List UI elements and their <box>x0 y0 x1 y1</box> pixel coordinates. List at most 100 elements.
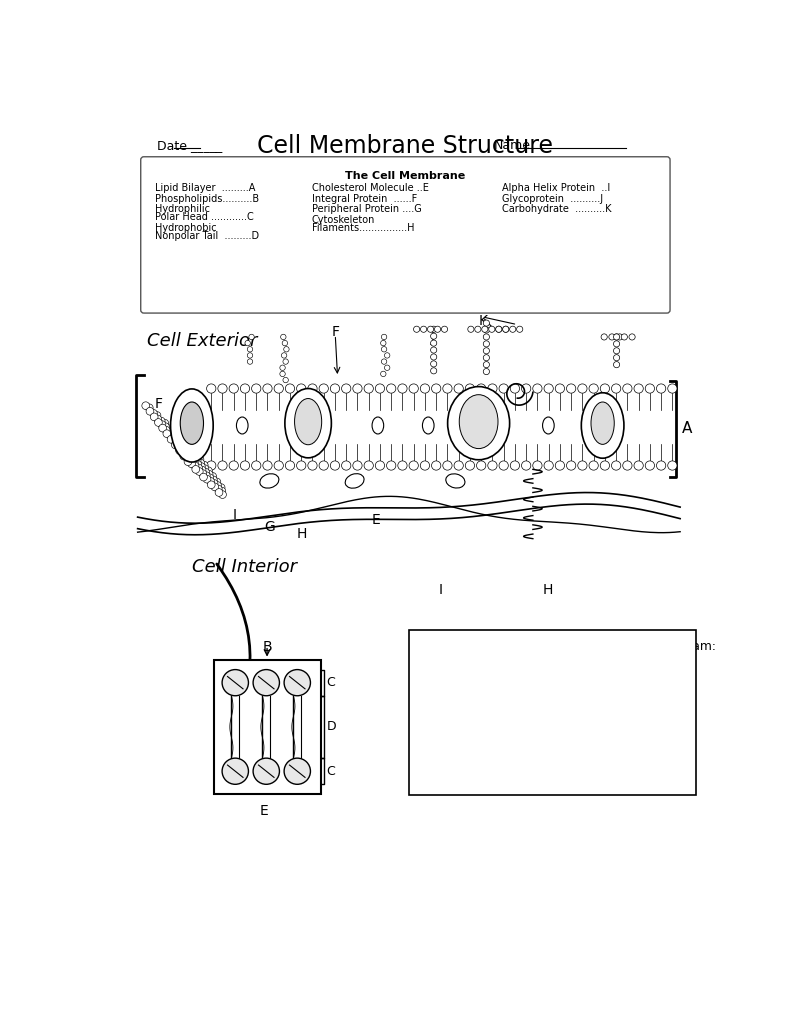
Circle shape <box>274 461 283 470</box>
Text: green: green <box>485 775 524 788</box>
Circle shape <box>489 327 495 333</box>
Circle shape <box>192 466 199 473</box>
Circle shape <box>380 372 386 377</box>
Circle shape <box>611 384 621 393</box>
Circle shape <box>209 472 217 480</box>
Circle shape <box>199 470 206 477</box>
Circle shape <box>253 670 279 695</box>
Text: 1.: 1. <box>418 658 430 672</box>
Circle shape <box>205 470 213 478</box>
Circle shape <box>353 461 362 470</box>
Circle shape <box>218 384 227 393</box>
Circle shape <box>409 461 418 470</box>
Circle shape <box>191 459 199 466</box>
Circle shape <box>202 468 210 476</box>
Circle shape <box>331 384 339 393</box>
Circle shape <box>218 483 225 492</box>
Text: Hydrophilic: Hydrophilic <box>155 205 210 214</box>
Circle shape <box>319 461 328 470</box>
Text: A: A <box>682 421 692 436</box>
Circle shape <box>629 334 635 340</box>
Circle shape <box>198 463 205 470</box>
Circle shape <box>199 466 206 474</box>
Circle shape <box>668 384 677 393</box>
Circle shape <box>634 461 643 470</box>
Circle shape <box>281 334 286 340</box>
Text: I: I <box>438 584 442 597</box>
Circle shape <box>589 384 598 393</box>
Circle shape <box>229 461 238 470</box>
Ellipse shape <box>448 387 509 460</box>
Circle shape <box>420 384 430 393</box>
Circle shape <box>180 453 187 460</box>
Circle shape <box>502 327 509 333</box>
Ellipse shape <box>460 394 498 449</box>
Circle shape <box>509 327 516 333</box>
Circle shape <box>510 384 520 393</box>
Circle shape <box>398 384 407 393</box>
Circle shape <box>600 384 610 393</box>
Circle shape <box>609 334 615 340</box>
Circle shape <box>199 473 207 481</box>
Circle shape <box>229 384 238 393</box>
Circle shape <box>176 435 184 442</box>
Circle shape <box>533 461 542 470</box>
Circle shape <box>213 478 221 485</box>
Text: 3.: 3. <box>418 730 430 742</box>
Circle shape <box>521 461 531 470</box>
Circle shape <box>430 354 437 360</box>
Circle shape <box>432 384 441 393</box>
Text: H: H <box>297 527 307 541</box>
Circle shape <box>634 384 643 393</box>
Circle shape <box>192 454 200 462</box>
Circle shape <box>375 461 384 470</box>
Circle shape <box>483 341 490 347</box>
Circle shape <box>206 384 216 393</box>
Circle shape <box>421 327 426 333</box>
Circle shape <box>286 461 294 470</box>
Ellipse shape <box>345 474 364 488</box>
Text: red: red <box>560 669 582 682</box>
Circle shape <box>331 461 339 470</box>
Circle shape <box>614 348 619 354</box>
Circle shape <box>430 368 437 374</box>
Circle shape <box>188 449 196 456</box>
Circle shape <box>172 441 180 449</box>
Text: Filaments................H: Filaments................H <box>312 223 414 233</box>
Circle shape <box>502 327 509 333</box>
Ellipse shape <box>543 417 554 434</box>
Circle shape <box>544 461 554 470</box>
Circle shape <box>174 439 182 447</box>
Ellipse shape <box>171 389 214 462</box>
Circle shape <box>430 333 437 339</box>
Circle shape <box>499 461 509 470</box>
Circle shape <box>202 472 210 479</box>
Circle shape <box>614 341 619 347</box>
Circle shape <box>614 361 619 368</box>
Circle shape <box>657 384 666 393</box>
Circle shape <box>195 468 203 475</box>
Circle shape <box>195 464 202 472</box>
Circle shape <box>252 461 261 470</box>
Circle shape <box>499 384 509 393</box>
Circle shape <box>476 384 486 393</box>
Circle shape <box>161 423 169 430</box>
Text: E: E <box>372 513 380 527</box>
Circle shape <box>555 384 565 393</box>
Circle shape <box>430 347 437 353</box>
Circle shape <box>189 452 197 459</box>
Circle shape <box>165 425 173 432</box>
Circle shape <box>475 327 481 333</box>
Circle shape <box>454 461 464 470</box>
Circle shape <box>142 401 149 410</box>
Circle shape <box>222 670 248 695</box>
Circle shape <box>274 384 283 393</box>
Circle shape <box>283 358 289 365</box>
Circle shape <box>180 440 188 449</box>
Circle shape <box>206 477 214 485</box>
Circle shape <box>173 432 180 440</box>
Circle shape <box>205 467 212 475</box>
Circle shape <box>600 461 610 470</box>
Text: Hydrophobic: Hydrophobic <box>155 223 216 233</box>
Text: Name: Name <box>494 139 531 153</box>
